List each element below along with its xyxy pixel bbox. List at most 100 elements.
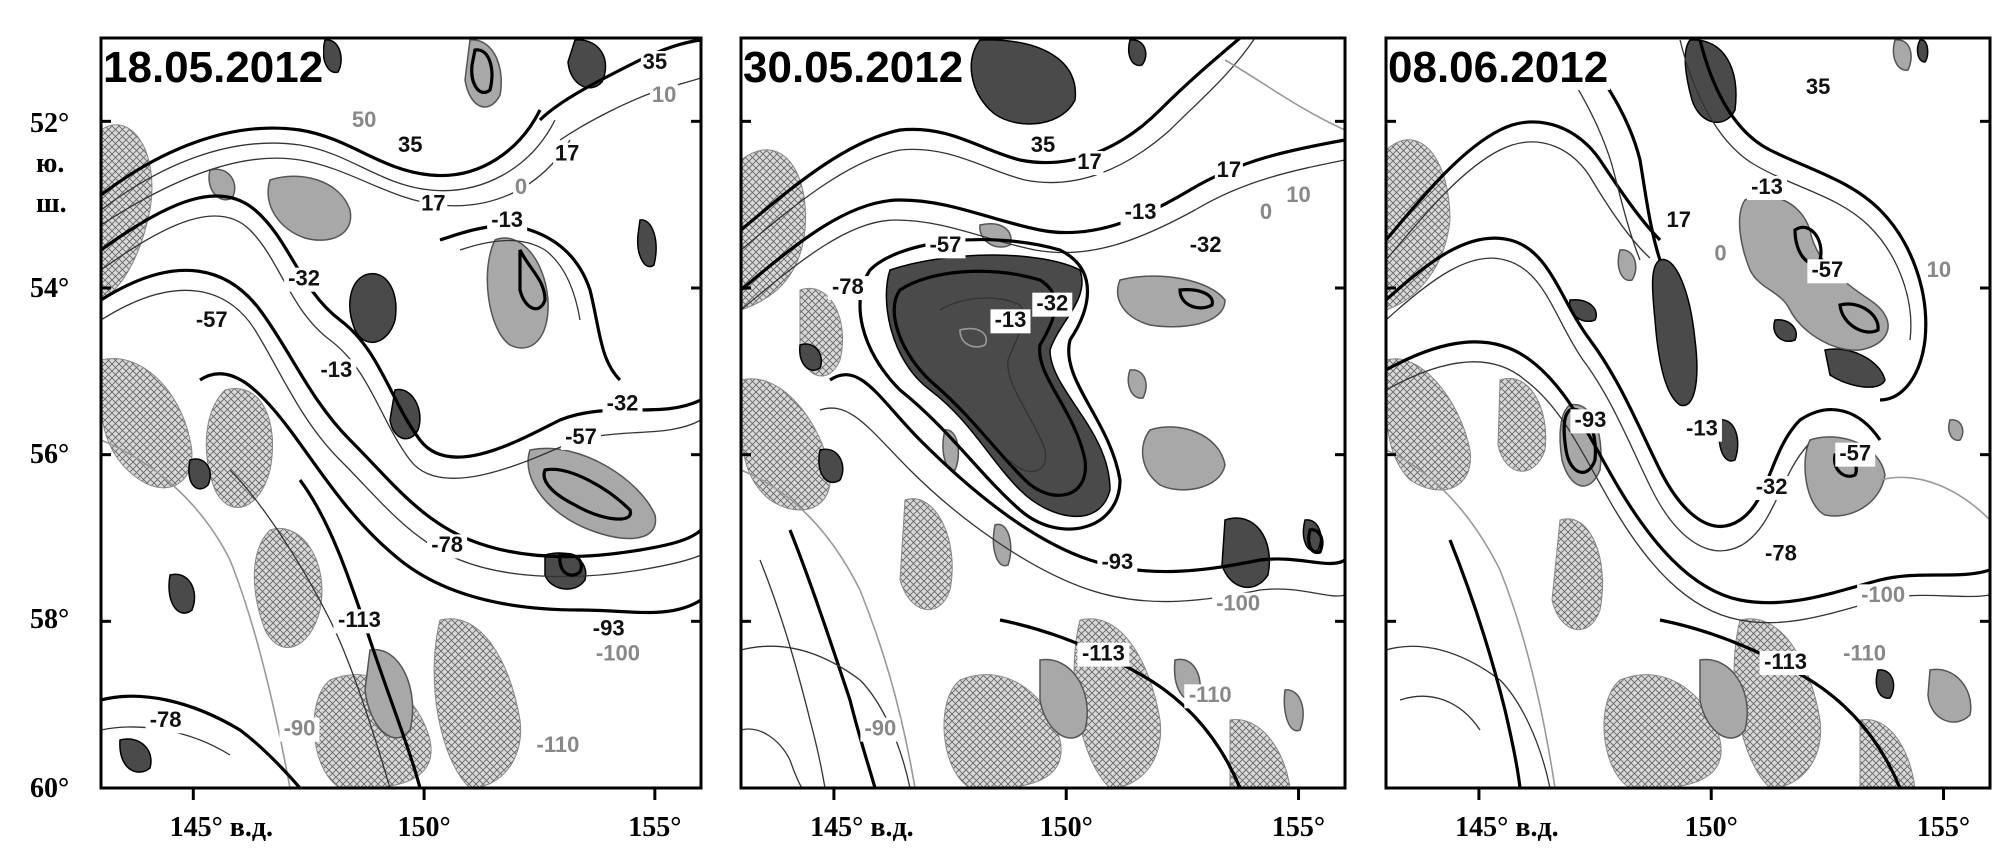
isoline	[101, 694, 302, 788]
contour-label-bg	[1029, 134, 1057, 159]
contour-label: -13	[1686, 415, 1718, 440]
isoline	[741, 469, 916, 788]
panel-2-frame	[739, 36, 1347, 790]
dark-anomaly-patch	[322, 39, 342, 74]
contour-label: -78	[832, 274, 864, 299]
panel-3-field	[1386, 39, 1990, 788]
isoline	[1399, 695, 1481, 731]
contour-label-bg	[350, 109, 379, 134]
lon-label-145: 145° в.д.	[170, 812, 273, 843]
contour-label: 35	[643, 49, 667, 74]
isoline	[939, 297, 1047, 473]
contour-label: -78	[431, 532, 463, 557]
contour-label-bg	[1120, 201, 1161, 225]
lon-label-155: 155°	[1917, 812, 1970, 843]
isoline	[1659, 618, 1902, 788]
isoline	[542, 467, 632, 521]
map-panel-1: 35 50 35 17 0 10 17 -13 -32 -57 -13 -32 -57 -78 -113 -9…	[99, 36, 703, 800]
contour-label: 35	[398, 132, 422, 157]
contour-label-bg	[1838, 642, 1891, 667]
contour-label: -78	[1765, 540, 1797, 565]
latitude-axis: 52° ю. ш. 54° 56° 58° 60°	[30, 108, 69, 804]
panel-1-ticks	[101, 119, 701, 800]
contour-label-bg	[1804, 76, 1833, 100]
panel-1-field	[101, 38, 701, 788]
isoline	[459, 239, 581, 321]
contour-label-bg	[419, 192, 448, 217]
isoline	[229, 469, 391, 788]
contour-label-bg	[1184, 684, 1237, 709]
hatched-region	[1859, 719, 1916, 788]
panel-2-field	[741, 38, 1345, 788]
contour-label: -110	[537, 732, 580, 757]
isoline	[1386, 141, 1651, 261]
longitude-axis: 145° в.д. 150° 155° 145° в.д. 150° 155° 145° в…	[170, 812, 1971, 843]
isoline	[199, 372, 701, 615]
contour-label: -113	[1082, 640, 1125, 665]
contour-label: -57	[1811, 257, 1843, 282]
contour-label: 17	[1666, 207, 1690, 232]
isoline	[101, 439, 291, 788]
contour-label: -13	[491, 207, 523, 232]
hatched-region	[253, 528, 323, 648]
contour-label: 17	[555, 140, 579, 165]
panel-3-date: 08.06.2012	[1388, 43, 1608, 92]
isoline	[101, 109, 542, 197]
lat-label-56: 56°	[30, 439, 69, 470]
hatched-region	[205, 388, 274, 508]
contour-label-bg	[1835, 442, 1876, 467]
isoline	[298, 479, 422, 788]
dark-anomaly-patch	[1651, 258, 1698, 407]
dark-anomaly-patch	[885, 254, 1111, 517]
isoline	[1386, 120, 1662, 242]
lat-label-54: 54°	[30, 273, 69, 304]
contour-label-bg	[1097, 551, 1138, 575]
contour-label: 10	[1927, 257, 1951, 282]
contour-label: -57	[1839, 440, 1871, 465]
isoline	[999, 618, 1242, 788]
light-anomaly-patch	[1892, 39, 1912, 71]
dark-anomaly-patch	[1773, 319, 1797, 342]
map-panel-2: 35 17 17 10 -13 0 -57 -32 -78 -32 -13 -93 -100 -113 -1…	[739, 36, 1347, 800]
dark-anomaly-patch	[636, 219, 657, 268]
contour-label: -13	[995, 307, 1027, 332]
hatched-region	[899, 498, 953, 611]
contour-label-bg	[487, 209, 528, 234]
isoline	[101, 119, 556, 211]
panel-2-date: 30.05.2012	[743, 43, 963, 92]
contour-label-bg	[860, 717, 901, 742]
isoline	[741, 645, 911, 788]
isoline	[101, 139, 571, 226]
contour-label: 17	[1217, 157, 1241, 182]
lat-label-58: 58°	[30, 604, 69, 635]
dark-anomaly-patch	[1875, 669, 1895, 699]
lon-label-155: 155°	[628, 812, 681, 843]
lat-label-52: 52°	[30, 108, 69, 139]
contour-label: -32	[1190, 232, 1222, 257]
contour-label: 0	[1260, 199, 1272, 224]
isoline	[538, 38, 701, 122]
light-anomaly-patch	[1927, 668, 1972, 723]
isoline	[558, 552, 583, 577]
isoline	[1879, 476, 1990, 521]
hatched-region	[1551, 518, 1604, 631]
isoline	[1386, 645, 1551, 788]
contour-label: -93	[1575, 407, 1607, 432]
light-anomaly-patch	[1039, 658, 1088, 739]
isoline	[741, 728, 803, 788]
contour-label-bg	[1212, 592, 1265, 617]
panel-1-date-bg	[103, 40, 323, 90]
contour-label: -110	[1189, 682, 1232, 707]
contour-label-bg	[553, 142, 582, 167]
contour-label-bg	[1712, 242, 1729, 267]
isoline	[1448, 539, 1522, 788]
lat-unit-line2: ш.	[36, 188, 67, 219]
contour-label: -57	[196, 307, 228, 332]
isoline	[1698, 39, 1928, 402]
light-anomaly-patch	[1699, 658, 1748, 739]
contour-label: -32	[288, 265, 320, 290]
lon-label-150: 150°	[1685, 812, 1738, 843]
isoline	[101, 194, 701, 459]
contour-label-bg	[1751, 476, 1792, 500]
contour-label: 0	[1714, 240, 1726, 265]
